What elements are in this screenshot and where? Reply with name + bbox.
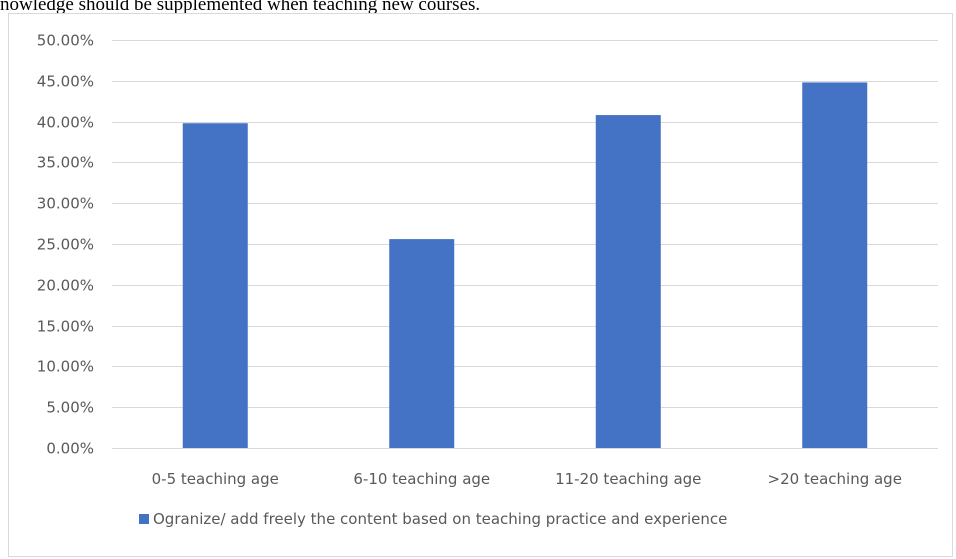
x-tick-label: 0-5 teaching age (152, 470, 279, 488)
y-tick-label: 0.00% (46, 440, 94, 458)
bar (802, 82, 868, 448)
bar (595, 115, 661, 449)
y-tick-label: 15.00% (37, 318, 94, 336)
y-tick-label: 40.00% (37, 114, 94, 132)
legend-swatch (139, 514, 149, 524)
y-tick-label: 35.00% (37, 154, 94, 172)
gridlines (112, 40, 938, 449)
y-tick-label: 50.00% (37, 32, 94, 50)
bar (182, 123, 248, 449)
y-tick-label: 30.00% (37, 195, 94, 213)
y-axis-ticks: 0.00% 5.00% 10.00% 15.00% 20.00% 25.00% 30.00%… (37, 32, 94, 458)
x-axis-ticks: 0-5 teaching age 6-10 teaching age 11-20 t… (152, 470, 902, 488)
x-tick-label: 6-10 teaching age (353, 470, 490, 488)
y-tick-label: 5.00% (46, 399, 94, 417)
x-tick-label: 11-20 teaching age (555, 470, 701, 488)
bar (389, 239, 455, 448)
legend: Ogranize/ add freely the content based o… (139, 510, 727, 528)
y-tick-label: 10.00% (37, 358, 94, 376)
x-tick-label: >20 teaching age (768, 470, 902, 488)
figure-caption: nowledge should be supplemented when tea… (0, 0, 481, 15)
y-tick-label: 45.00% (37, 73, 94, 91)
y-tick-label: 20.00% (37, 277, 94, 295)
bars (182, 82, 868, 449)
legend-label: Ogranize/ add freely the content based o… (153, 510, 727, 528)
y-tick-label: 25.00% (37, 236, 94, 254)
